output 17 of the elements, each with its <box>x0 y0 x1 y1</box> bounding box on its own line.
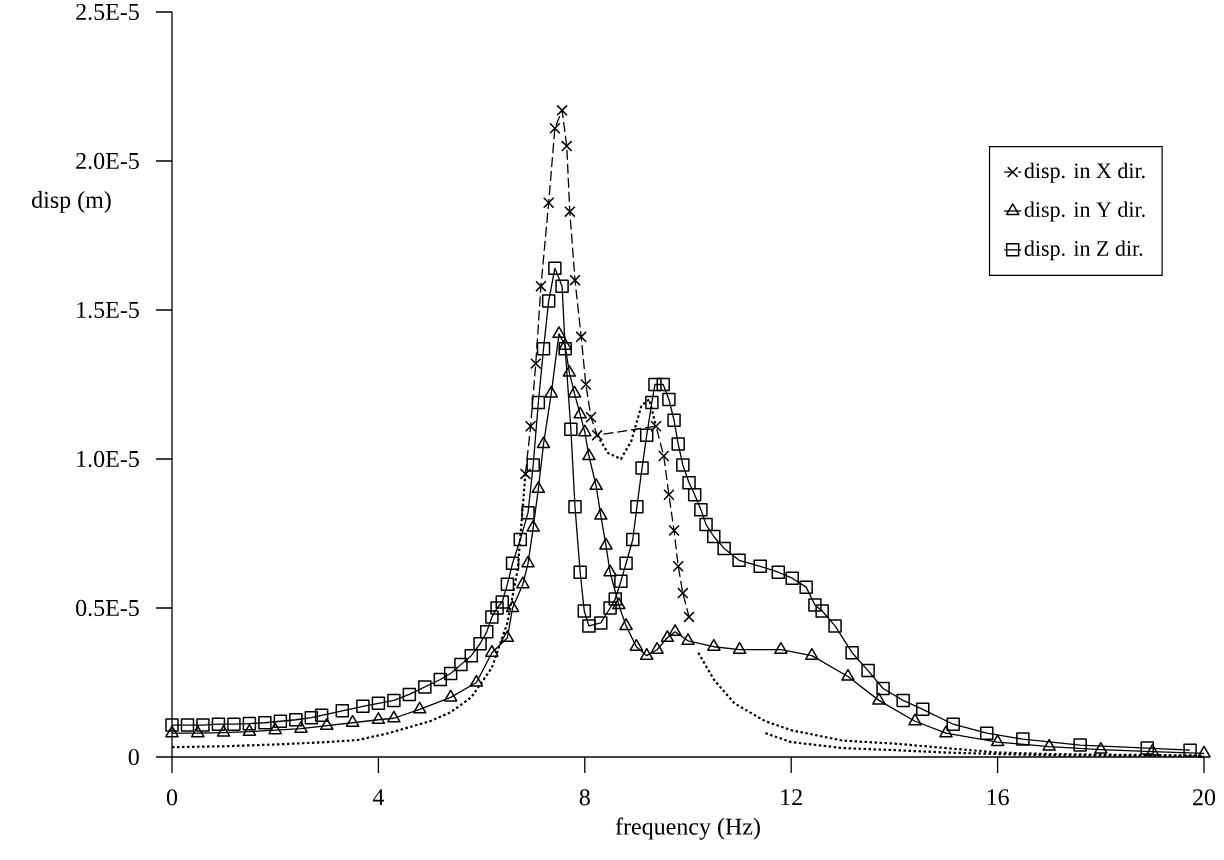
legend-label: disp. in Y dir. <box>1024 201 1145 222</box>
y-tick-label: 0.5E-5 <box>76 599 139 617</box>
x-tick-label: 4 <box>372 789 385 805</box>
legend-label: disp. in X dir. <box>1024 162 1145 183</box>
y-tick-label: 2.5E-5 <box>76 3 139 21</box>
y-tick-label: 1.5E-5 <box>77 301 139 319</box>
legend-label: disp. in Z dir. <box>1024 240 1143 261</box>
x-axis-title: frequency (Hz) <box>615 817 760 840</box>
y-tick-label: 2.0E-5 <box>76 152 139 170</box>
x-tick-label: 16 <box>987 789 1009 806</box>
y-tick-label: 0 <box>128 748 139 766</box>
x-tick-label: 20 <box>1193 789 1216 806</box>
x-tick-label: 8 <box>579 789 590 806</box>
y-tick-label: 1.0E-5 <box>77 450 139 468</box>
y-axis-title: disp (m) <box>32 191 111 213</box>
x-tick-label: 12 <box>781 789 802 806</box>
x-tick-label: 0 <box>166 789 178 806</box>
